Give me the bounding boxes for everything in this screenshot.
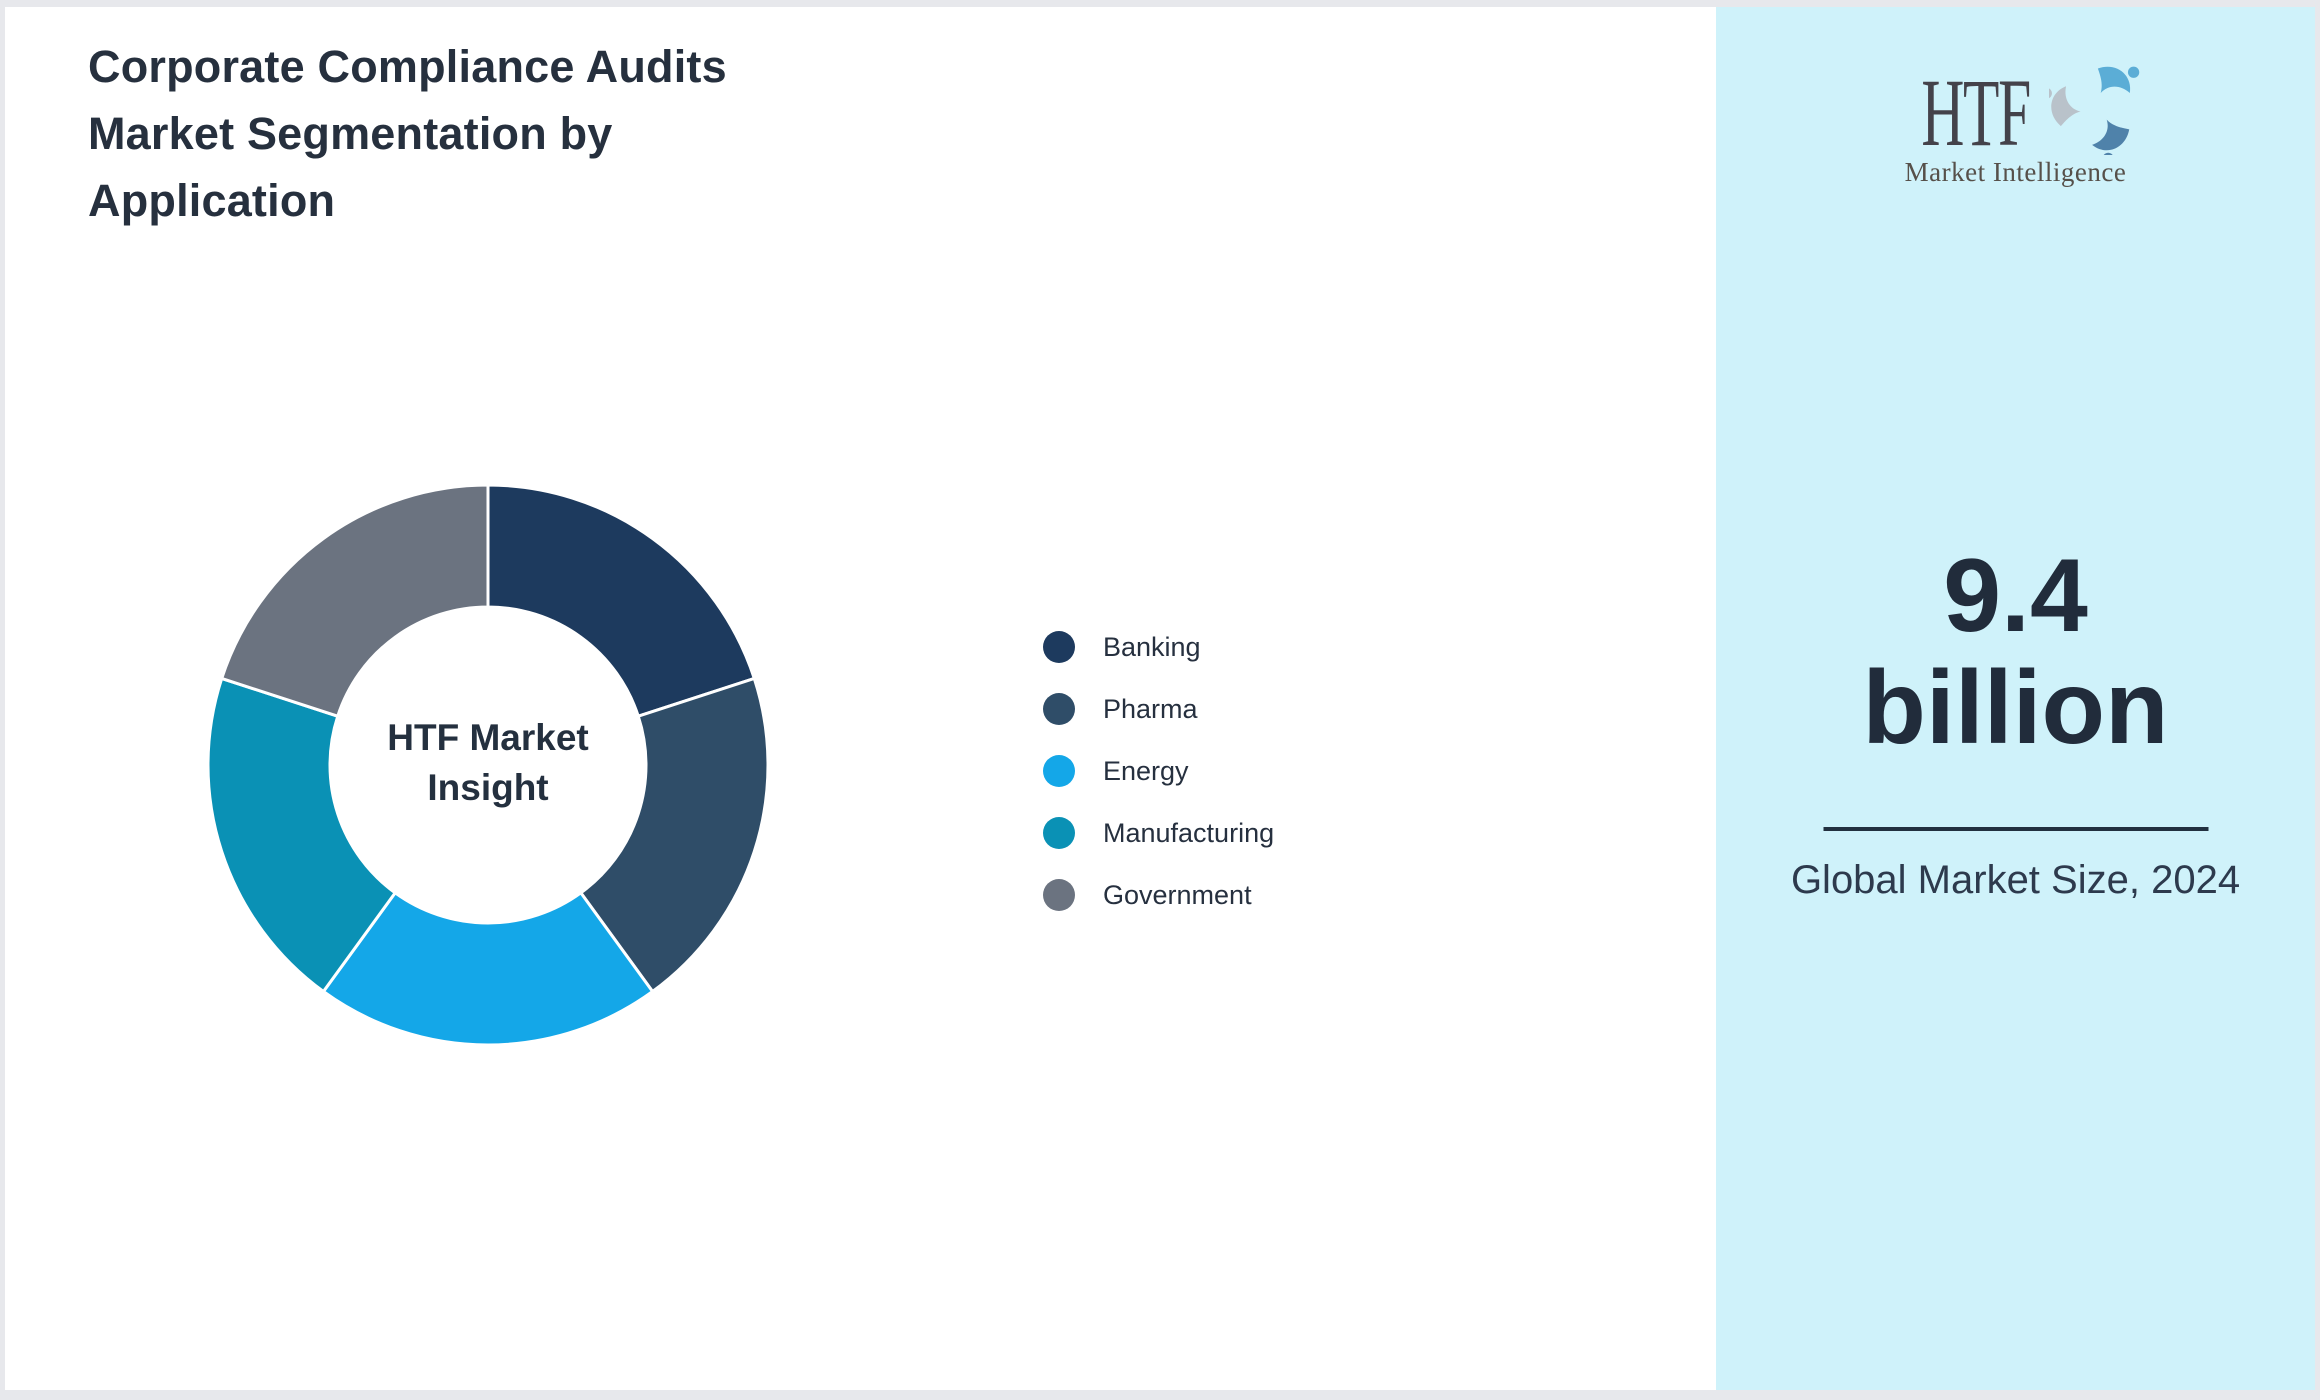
legend-item-energy: Energy bbox=[1043, 755, 1274, 787]
donut-chart: HTF Market Insight bbox=[203, 480, 773, 1050]
market-size-caption: Global Market Size, 2024 bbox=[1790, 858, 2241, 902]
donut-center-label: HTF Market Insight bbox=[387, 717, 589, 808]
donut-slice-manufacturing bbox=[206, 676, 398, 994]
legend-item-banking: Banking bbox=[1043, 631, 1274, 663]
donut-slice-pharma bbox=[578, 676, 770, 994]
legend-swatch-banking bbox=[1043, 631, 1075, 663]
legend-label: Government bbox=[1103, 879, 1252, 910]
legend-label: Manufacturing bbox=[1103, 817, 1275, 848]
sidebar-divider bbox=[1823, 827, 2208, 831]
right-sidebar: HTF bbox=[1716, 7, 2315, 1390]
donut-slice-energy bbox=[321, 890, 655, 1047]
legend-swatch-government bbox=[1043, 879, 1075, 911]
htf-logo-subtext: Market Intelligence bbox=[1904, 157, 2127, 187]
legend-label: Pharma bbox=[1103, 693, 1198, 724]
legend-swatch-pharma bbox=[1043, 693, 1075, 725]
htf-logo-text: HTF bbox=[1921, 59, 2031, 166]
dolphin-swirl-icon bbox=[2040, 61, 2143, 164]
htf-logo: HTF bbox=[1716, 65, 2315, 188]
legend-item-manufacturing: Manufacturing bbox=[1043, 817, 1274, 849]
infographic-card: Corporate Compliance Audits Market Segme… bbox=[5, 7, 2315, 1390]
legend-item-pharma: Pharma bbox=[1043, 693, 1274, 725]
donut-chart-svg bbox=[206, 483, 770, 1047]
legend-label: Banking bbox=[1103, 631, 1201, 662]
market-size-value: 9.4 billion bbox=[1862, 538, 2169, 766]
legend-label: Energy bbox=[1103, 755, 1189, 786]
legend-swatch-manufacturing bbox=[1043, 817, 1075, 849]
donut-slice-banking bbox=[486, 483, 757, 719]
donut-slice-government bbox=[219, 483, 490, 719]
legend-item-government: Government bbox=[1043, 879, 1274, 911]
page-title: Corporate Compliance Audits Market Segme… bbox=[88, 41, 727, 226]
chart-legend: Banking Pharma Energy Manufacturing Gove… bbox=[1043, 631, 1274, 911]
legend-swatch-energy bbox=[1043, 755, 1075, 787]
